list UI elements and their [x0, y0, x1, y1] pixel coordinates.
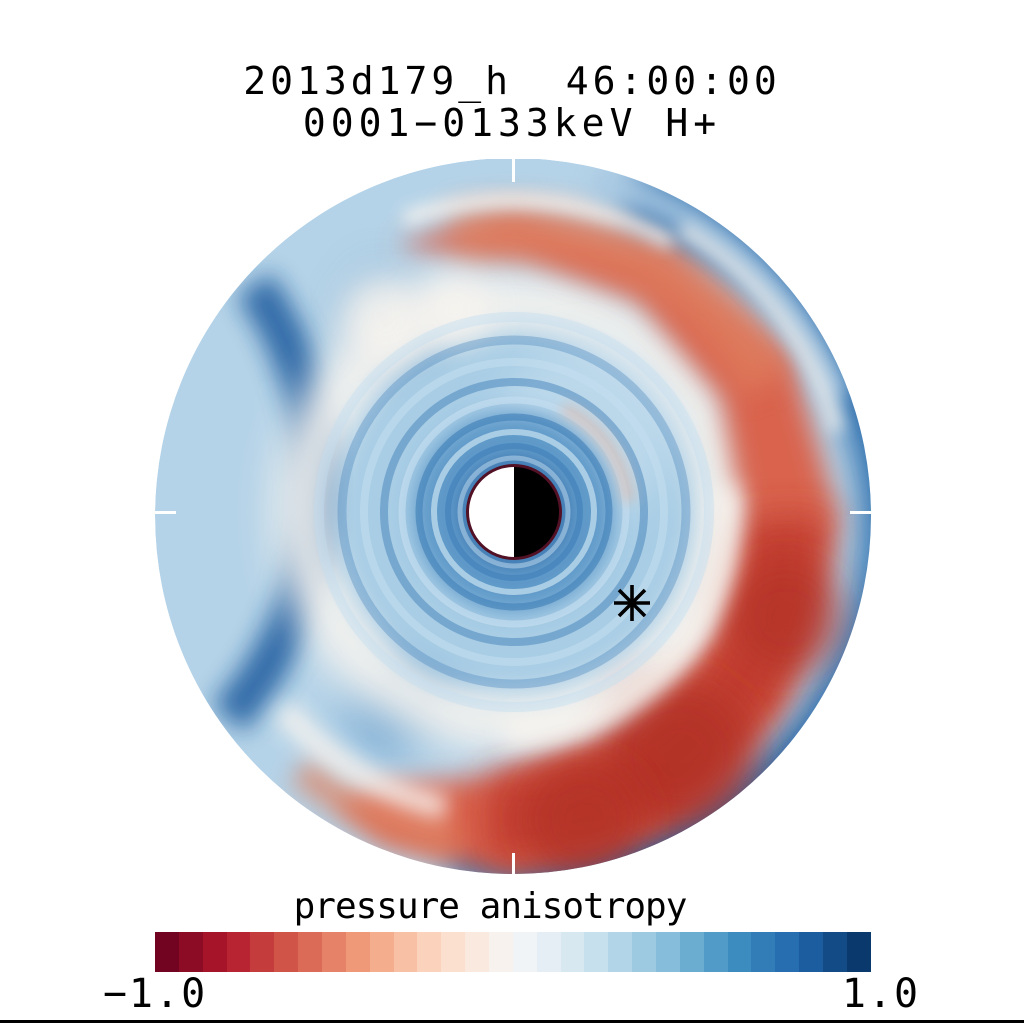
colorbar-segment	[465, 932, 490, 972]
frame-bottom-line	[0, 1020, 1024, 1023]
anisotropy-map	[155, 159, 871, 874]
colorbar-max-label: 1.0	[841, 971, 921, 1017]
colorbar-segment	[369, 932, 394, 972]
region-white-hook-b	[416, 271, 492, 347]
region-arm-darkest-right	[731, 562, 841, 672]
tick-right	[850, 511, 871, 514]
colorbar-segment	[298, 932, 323, 972]
colorbar-segment	[584, 932, 609, 972]
plot-title: 2013d179_h 46:00:00	[243, 59, 781, 103]
colorbar-segment	[512, 932, 537, 972]
region-white-hook-a	[339, 274, 429, 364]
colorbar-segment	[775, 932, 800, 972]
colorbar-segment	[345, 932, 370, 972]
colorbar-segment	[751, 932, 776, 972]
region-salmon-ripple	[560, 402, 635, 503]
colorbar-gradient	[155, 932, 871, 972]
ripple-ring	[445, 443, 583, 581]
tick-left	[155, 511, 176, 514]
region-white-inner-boundary	[505, 485, 742, 747]
colorbar-segment	[202, 932, 227, 972]
asterisk-marker	[614, 585, 650, 621]
region-arm-darkest-bottom	[604, 681, 754, 831]
region-arm-tail-bottomleft	[290, 755, 460, 858]
colorbar-min-label: −1.0	[102, 971, 208, 1017]
colorbar-segment	[823, 932, 847, 972]
ripple-ring	[457, 455, 571, 569]
colorbar-segment	[226, 932, 251, 972]
ripple-ring	[337, 335, 691, 689]
asterisk-spoke	[617, 588, 647, 618]
planet-ring	[466, 464, 562, 560]
ripple-ring	[360, 358, 668, 666]
region-white-gap-topright	[677, 221, 844, 433]
colorbar-segment	[679, 932, 704, 972]
ripple-ring	[314, 312, 714, 712]
colorbar-segment	[846, 932, 871, 972]
colorbar-segment	[632, 932, 657, 972]
colorbar-segment	[322, 932, 346, 972]
colorbar-segment	[703, 932, 728, 972]
ripple-ring	[431, 429, 597, 595]
colorbar-segment	[178, 932, 203, 972]
tick-top	[512, 159, 515, 182]
colorbar-segment	[799, 932, 824, 972]
ripple-ring	[415, 413, 613, 611]
region-white-gap-top	[401, 193, 676, 250]
colorbar-segment	[656, 932, 680, 972]
colorbar-segment	[727, 932, 752, 972]
ripple-rings	[314, 312, 714, 712]
colorbar-segment	[536, 932, 561, 972]
rim-ticks	[155, 159, 871, 874]
planet	[466, 464, 562, 560]
colorbar-segment	[489, 932, 513, 972]
colorbar-segment	[250, 932, 275, 972]
colorbar-segment	[608, 932, 633, 972]
colorbar-segment	[155, 932, 179, 972]
ripple-ring	[380, 378, 648, 646]
colorbar-label: pressure anisotropy	[293, 886, 688, 927]
region-arm-darkest-bottom2	[524, 759, 644, 874]
ripple-ring	[398, 396, 630, 628]
region-arm-salmon-top	[447, 202, 792, 397]
region-blue-strip-topright	[587, 166, 851, 403]
plot-subtitle: 0001−0133keV H+	[302, 101, 722, 145]
colorbar-segment	[417, 932, 442, 972]
region-white-gap-bottomleft	[273, 700, 449, 821]
colorbar-segment	[393, 932, 418, 972]
colorbar-segment	[274, 932, 299, 972]
tick-bottom	[512, 853, 515, 874]
planet-nightside	[514, 466, 560, 558]
colorbar-segment	[441, 932, 466, 972]
colorbar-segment	[560, 932, 585, 972]
